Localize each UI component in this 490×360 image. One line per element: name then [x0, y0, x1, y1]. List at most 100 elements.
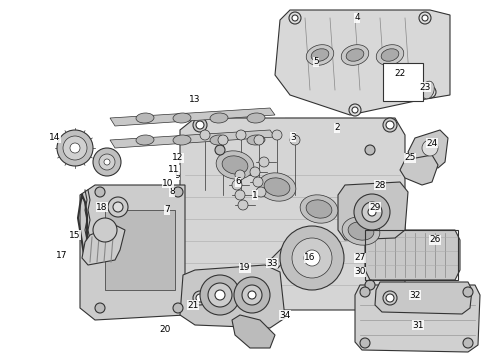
- Circle shape: [368, 208, 376, 216]
- Circle shape: [208, 283, 232, 307]
- Circle shape: [63, 136, 87, 160]
- Ellipse shape: [342, 217, 380, 245]
- Circle shape: [256, 187, 266, 197]
- Circle shape: [196, 121, 204, 129]
- Circle shape: [386, 121, 394, 129]
- Circle shape: [99, 154, 115, 170]
- Circle shape: [108, 197, 128, 217]
- Circle shape: [399, 78, 407, 86]
- Ellipse shape: [247, 113, 265, 123]
- Circle shape: [304, 250, 320, 266]
- Ellipse shape: [306, 45, 334, 65]
- Ellipse shape: [210, 135, 228, 145]
- Polygon shape: [375, 282, 472, 314]
- Circle shape: [292, 238, 332, 278]
- Circle shape: [173, 303, 183, 313]
- Circle shape: [234, 277, 270, 313]
- Polygon shape: [408, 130, 448, 168]
- Ellipse shape: [341, 45, 369, 65]
- Text: 31: 31: [412, 320, 424, 329]
- Polygon shape: [232, 315, 275, 348]
- Ellipse shape: [136, 113, 154, 123]
- Circle shape: [259, 157, 269, 167]
- Text: 4: 4: [354, 13, 360, 22]
- Polygon shape: [275, 10, 450, 115]
- Circle shape: [360, 287, 370, 297]
- Polygon shape: [82, 225, 125, 265]
- Circle shape: [218, 135, 228, 145]
- Text: 1: 1: [252, 190, 258, 199]
- Text: 29: 29: [369, 202, 381, 211]
- Ellipse shape: [136, 135, 154, 145]
- Circle shape: [254, 135, 264, 145]
- Circle shape: [242, 285, 262, 305]
- Circle shape: [235, 190, 245, 200]
- Circle shape: [383, 291, 397, 305]
- Text: 6: 6: [235, 177, 241, 186]
- Text: 22: 22: [394, 68, 406, 77]
- Text: 10: 10: [162, 179, 174, 188]
- Circle shape: [289, 12, 301, 24]
- Circle shape: [193, 118, 207, 132]
- Circle shape: [463, 287, 473, 297]
- Polygon shape: [105, 210, 175, 290]
- Circle shape: [193, 291, 207, 305]
- FancyBboxPatch shape: [383, 63, 423, 101]
- Text: 15: 15: [69, 230, 81, 239]
- Circle shape: [419, 12, 431, 24]
- Polygon shape: [80, 185, 185, 320]
- Text: 2: 2: [334, 123, 340, 132]
- Text: 18: 18: [96, 202, 108, 211]
- Text: 11: 11: [168, 166, 180, 175]
- Circle shape: [93, 148, 121, 176]
- Text: 5: 5: [313, 58, 319, 67]
- Text: 27: 27: [354, 253, 366, 262]
- Polygon shape: [180, 265, 285, 328]
- Ellipse shape: [173, 135, 191, 145]
- Circle shape: [235, 170, 245, 180]
- Text: 9: 9: [174, 171, 180, 180]
- Polygon shape: [110, 108, 275, 126]
- Circle shape: [250, 167, 260, 177]
- Circle shape: [113, 202, 123, 212]
- Circle shape: [389, 68, 417, 96]
- Circle shape: [272, 130, 282, 140]
- Circle shape: [352, 107, 358, 113]
- Text: 28: 28: [374, 180, 386, 189]
- Circle shape: [422, 140, 438, 156]
- Text: 32: 32: [409, 291, 421, 300]
- Circle shape: [394, 73, 412, 91]
- Text: 21: 21: [187, 301, 198, 310]
- Text: 33: 33: [266, 258, 278, 267]
- Circle shape: [365, 145, 375, 155]
- Text: 23: 23: [419, 82, 431, 91]
- Circle shape: [236, 130, 246, 140]
- Ellipse shape: [376, 45, 404, 65]
- Ellipse shape: [346, 49, 364, 61]
- Circle shape: [196, 294, 204, 302]
- Text: 14: 14: [49, 134, 61, 143]
- Circle shape: [365, 280, 375, 290]
- Polygon shape: [400, 155, 438, 185]
- Text: 17: 17: [56, 251, 68, 260]
- Ellipse shape: [300, 195, 338, 223]
- Circle shape: [104, 159, 110, 165]
- Polygon shape: [268, 245, 295, 268]
- Circle shape: [354, 194, 390, 230]
- Ellipse shape: [216, 151, 254, 179]
- Polygon shape: [110, 130, 275, 148]
- Circle shape: [424, 86, 436, 98]
- Ellipse shape: [422, 81, 434, 99]
- Ellipse shape: [311, 49, 329, 61]
- Polygon shape: [355, 285, 480, 352]
- Ellipse shape: [247, 135, 265, 145]
- Ellipse shape: [264, 178, 290, 196]
- Circle shape: [57, 130, 93, 166]
- Ellipse shape: [222, 156, 248, 174]
- Circle shape: [95, 303, 105, 313]
- Ellipse shape: [381, 49, 399, 61]
- Circle shape: [215, 290, 225, 300]
- Circle shape: [173, 187, 183, 197]
- Circle shape: [215, 145, 225, 155]
- Text: 13: 13: [189, 95, 201, 104]
